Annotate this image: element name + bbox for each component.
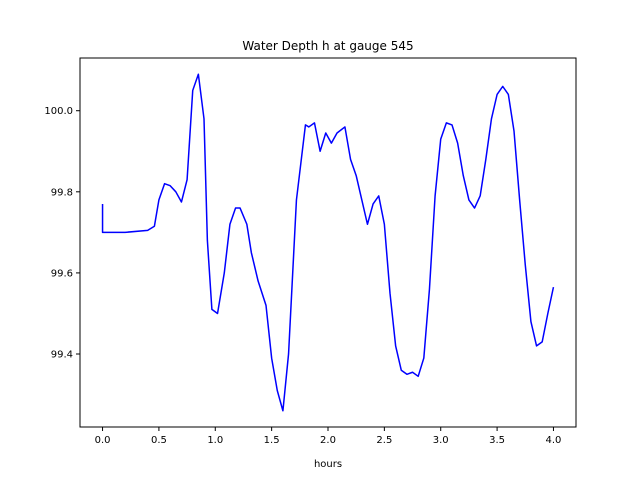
- x-tick-label: 2.5: [376, 435, 392, 446]
- x-tick-label: 1.0: [207, 435, 223, 446]
- y-tick-label: 99.8: [51, 187, 73, 198]
- x-axis-label: hours: [314, 459, 342, 470]
- x-tick-label: 0.5: [151, 435, 167, 446]
- x-tick-label: 4.0: [546, 435, 562, 446]
- y-tick-label: 99.4: [51, 350, 73, 361]
- x-tick-label: 3.5: [489, 435, 505, 446]
- x-axis: 0.0 0.5 1.0 1.5 2.0 2.5 3.0 3.5 4.0: [95, 427, 562, 446]
- plot-frame: [79, 57, 577, 428]
- x-tick-label: 3.0: [433, 435, 449, 446]
- y-tick-label: 100.0: [44, 106, 73, 117]
- series-line-0: [101, 73, 555, 412]
- y-axis: 99.4 99.6 99.8 100.0: [44, 106, 80, 361]
- x-tick-label: 1.5: [264, 435, 280, 446]
- y-tick-label: 99.6: [51, 268, 73, 279]
- x-tick-label: 0.0: [95, 435, 111, 446]
- plot-area: [101, 73, 555, 412]
- x-tick-label: 2.0: [320, 435, 336, 446]
- chart-title: Water Depth h at gauge 545: [242, 39, 413, 53]
